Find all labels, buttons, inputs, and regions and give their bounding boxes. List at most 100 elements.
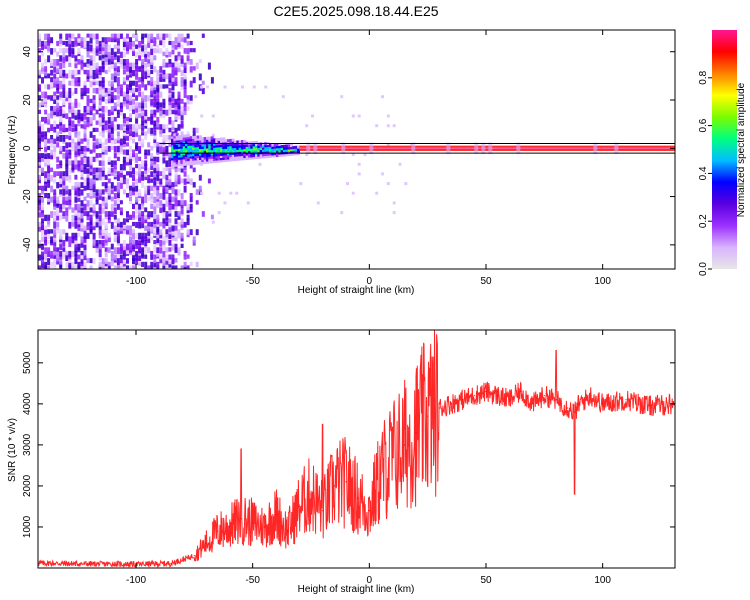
- tone-cell: [255, 145, 258, 149]
- noise-cell: [126, 218, 129, 223]
- noise-cell: [156, 44, 160, 50]
- noise-cell: [119, 178, 123, 183]
- noise-cell: [101, 59, 105, 65]
- noise-cell: [135, 73, 139, 80]
- noise-cell: [162, 142, 166, 148]
- noise-cell: [116, 87, 120, 95]
- noise-cell: [80, 87, 84, 94]
- noise-cell: [101, 145, 105, 153]
- noise-cell: [123, 269, 126, 275]
- tone-cell: [173, 139, 177, 143]
- noise-cell: [71, 261, 75, 267]
- noise-cell: [83, 124, 87, 130]
- tone-cell: [213, 153, 216, 157]
- noise-cell: [56, 229, 60, 234]
- noise-cell: [98, 106, 102, 112]
- noise-cell: [159, 182, 163, 188]
- noise-cell: [47, 240, 51, 245]
- noise-cell: [159, 200, 163, 207]
- noise-cell: [122, 160, 126, 165]
- tone-cell: [194, 140, 198, 144]
- haze-cell: [241, 85, 244, 89]
- noise-cell: [89, 171, 93, 176]
- noise-cell: [53, 250, 57, 256]
- tone-cell: [194, 137, 198, 141]
- noise-cell: [74, 37, 78, 44]
- tone-cell: [238, 155, 242, 159]
- noise-cell: [147, 196, 151, 201]
- noise-cell: [156, 48, 160, 54]
- noise-cell: [53, 138, 57, 144]
- noise-cell: [147, 95, 151, 102]
- tone-cell: [257, 155, 261, 159]
- noise-cell: [71, 48, 75, 54]
- noise-cell: [174, 178, 178, 186]
- noise-cell: [177, 229, 181, 235]
- noise-cell: [83, 229, 87, 237]
- noise-cell: [174, 258, 178, 263]
- noise-cell: [104, 258, 108, 264]
- tone-cell: [241, 144, 244, 148]
- noise-cell: [98, 171, 102, 178]
- noise-cell: [110, 189, 114, 195]
- noise-cell: [113, 247, 117, 255]
- noise-cell: [141, 250, 145, 257]
- noise-cell: [104, 138, 108, 145]
- noise-cell: [150, 203, 154, 210]
- noise-cell: [71, 250, 75, 257]
- noise-cell: [126, 182, 129, 189]
- noise-cell: [122, 229, 126, 234]
- noise-cell: [113, 236, 117, 243]
- tone-cell: [213, 157, 216, 161]
- tone-cell: [271, 143, 275, 147]
- noise-cell: [193, 269, 196, 275]
- noise-cell: [135, 240, 139, 245]
- haze-cell: [351, 191, 355, 195]
- noise-cell: [53, 214, 57, 222]
- noise-cell: [107, 189, 111, 196]
- noise-cell: [38, 102, 41, 108]
- noise-cell: [159, 221, 163, 227]
- noise-cell: [59, 145, 63, 151]
- tone-cell: [173, 155, 177, 159]
- noise-cell: [156, 261, 160, 268]
- noise-cell: [126, 156, 129, 163]
- noise-cell: [208, 269, 211, 275]
- noise-cell: [83, 254, 87, 261]
- noise-cell: [183, 102, 187, 107]
- noise-cell: [147, 62, 151, 67]
- tone-cell: [252, 147, 256, 151]
- noise-cell: [110, 80, 114, 87]
- noise-cell: [135, 87, 139, 93]
- noise-cell: [80, 211, 84, 218]
- noise-cell: [126, 40, 129, 47]
- noise-cell: [183, 164, 187, 171]
- noise-cell: [159, 232, 163, 239]
- noise-cell: [144, 225, 148, 231]
- noise-cell: [122, 142, 126, 148]
- tone-cell: [245, 157, 249, 160]
- noise-cell: [116, 258, 120, 265]
- noise-cell: [132, 87, 135, 94]
- tone-cell: [203, 150, 207, 153]
- tone-cell: [208, 154, 212, 157]
- tone-cell: [182, 149, 186, 153]
- noise-cell: [177, 247, 181, 255]
- noise-cell: [180, 207, 184, 215]
- noise-cell: [47, 265, 51, 269]
- noise-cell: [147, 80, 151, 86]
- noise-cell: [95, 69, 99, 76]
- haze-cell: [217, 211, 221, 215]
- noise-cell: [47, 247, 51, 252]
- noise-cell: [95, 142, 99, 149]
- noise-cell: [68, 221, 72, 229]
- noise-cell: [110, 116, 114, 122]
- noise-cell: [89, 109, 93, 116]
- snr-point: [287, 530, 289, 532]
- noise-cell: [189, 207, 193, 213]
- noise-cell: [62, 174, 66, 181]
- noise-cell: [53, 59, 57, 66]
- noise-cell: [162, 124, 166, 130]
- tone-cell: [199, 135, 202, 139]
- tone-cell: [196, 144, 200, 148]
